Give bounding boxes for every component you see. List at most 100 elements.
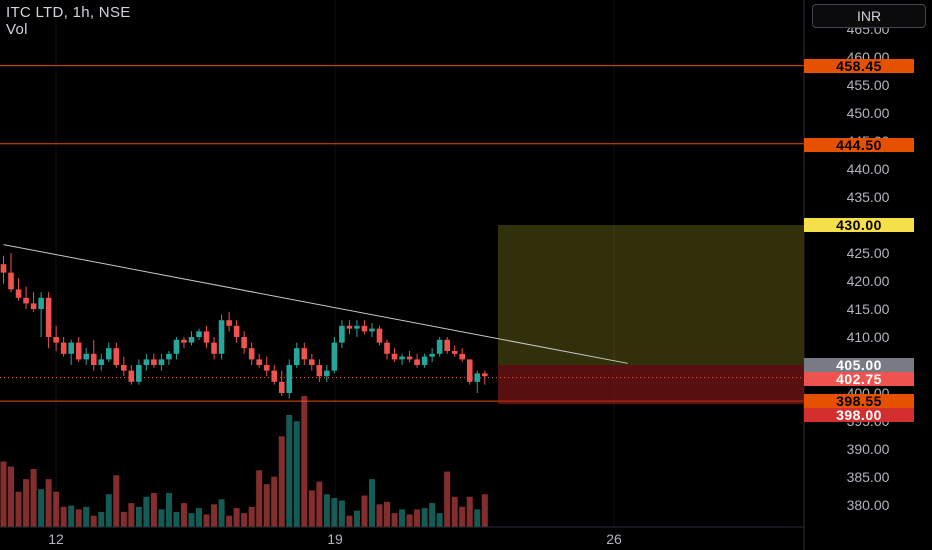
volume-bar — [128, 503, 135, 527]
volume-bar — [353, 510, 360, 527]
candle-body — [113, 348, 120, 365]
candle-body — [331, 342, 338, 371]
volume-bar — [361, 495, 368, 527]
candle-body — [38, 297, 44, 309]
candle-body — [60, 342, 67, 354]
candle-body — [173, 339, 180, 354]
volume-bar — [391, 513, 398, 527]
candle-body — [369, 328, 375, 332]
candle-body — [309, 359, 315, 365]
volume-bar — [233, 508, 240, 527]
x-tick-label: 19 — [327, 531, 343, 547]
volume-bar — [83, 506, 90, 527]
volume-bar — [248, 506, 255, 527]
candle-body — [136, 365, 142, 382]
volume-bar — [150, 492, 157, 527]
volume-bar — [0, 461, 7, 527]
volume-bar — [38, 489, 45, 527]
price-label-458: 458.45 — [804, 59, 914, 73]
candle-body — [429, 353, 435, 357]
volume-bar — [263, 484, 270, 527]
y-tick-label: 415.00 — [847, 301, 890, 317]
candle-body — [45, 297, 52, 337]
volume-bar — [293, 421, 300, 527]
candle-body — [68, 342, 74, 354]
candle-body — [203, 331, 210, 343]
candle-body — [406, 356, 413, 360]
volume-bar — [60, 506, 67, 527]
candle-body — [128, 370, 135, 382]
trend-line — [3, 244, 628, 364]
price-label-444: 444.50 — [804, 138, 914, 152]
volume-bar — [338, 500, 345, 527]
volume-bar — [436, 513, 443, 527]
candle-body — [324, 370, 330, 377]
chart-header: ITC LTD, 1h, NSE Vol — [6, 4, 131, 38]
volume-bar — [158, 509, 165, 527]
volume-bar — [211, 504, 218, 527]
candle-body — [278, 381, 285, 393]
stop-price-label: 398.00 — [804, 408, 914, 422]
volume-bar — [459, 506, 466, 527]
volume-bar — [384, 501, 391, 527]
candle-body — [391, 353, 398, 360]
candle-body — [361, 325, 368, 332]
candle-body — [354, 325, 360, 329]
target-price-label: 430.00 — [804, 218, 914, 232]
volume-bar — [226, 515, 233, 527]
candle-body — [339, 325, 345, 343]
candle-body — [444, 339, 450, 351]
currency-button[interactable]: INR — [812, 4, 926, 28]
symbol-title: ITC LTD, 1h, NSE — [6, 4, 131, 21]
candle-body — [158, 359, 165, 365]
candle-body — [23, 297, 29, 304]
volume-bar — [278, 436, 285, 527]
candle-body — [218, 320, 225, 354]
candle-body — [241, 337, 247, 349]
volume-bar — [173, 511, 180, 527]
candle-body — [263, 365, 270, 371]
volume-label: Vol — [6, 21, 28, 38]
volume-bar — [241, 513, 248, 527]
volume-bar — [466, 496, 473, 527]
volume-bar — [414, 509, 421, 527]
volume-bar — [30, 469, 37, 527]
volume-bar — [451, 496, 458, 527]
volume-bar — [180, 503, 187, 527]
volume-bar — [23, 479, 30, 527]
candle-body — [53, 337, 59, 343]
candle-body — [211, 342, 217, 354]
volume-bar — [286, 414, 293, 527]
volume-bar — [8, 466, 15, 527]
y-tick-label: 420.00 — [847, 273, 890, 289]
y-tick-label: 425.00 — [847, 245, 890, 261]
candle-body — [143, 359, 150, 365]
volume-bar — [143, 496, 150, 527]
candle-body — [414, 359, 420, 365]
volume-bar — [218, 499, 225, 527]
y-tick-label: 455.00 — [847, 77, 890, 93]
candle-body — [399, 356, 405, 360]
volume-bar — [135, 506, 142, 527]
y-tick-label: 390.00 — [847, 441, 890, 457]
volume-bar — [165, 492, 172, 527]
volume-bar — [308, 490, 315, 527]
x-tick-label: 12 — [48, 531, 64, 547]
candle-body — [481, 373, 488, 377]
candle-body — [459, 353, 466, 360]
candle-body — [121, 365, 127, 371]
volume-bar — [346, 515, 353, 527]
volume-bar — [68, 505, 75, 527]
price-label-398-55: 398.55 — [804, 394, 914, 408]
volume-bar — [429, 503, 436, 527]
candle-body — [90, 353, 97, 365]
candle-body — [474, 373, 481, 382]
candle-body — [233, 325, 240, 337]
y-tick-label: 440.00 — [847, 161, 890, 177]
candle-body — [166, 353, 172, 360]
candle-body — [196, 331, 202, 337]
candle-body — [0, 264, 7, 273]
candle-body — [15, 289, 22, 298]
y-tick-label: 380.00 — [847, 497, 890, 513]
